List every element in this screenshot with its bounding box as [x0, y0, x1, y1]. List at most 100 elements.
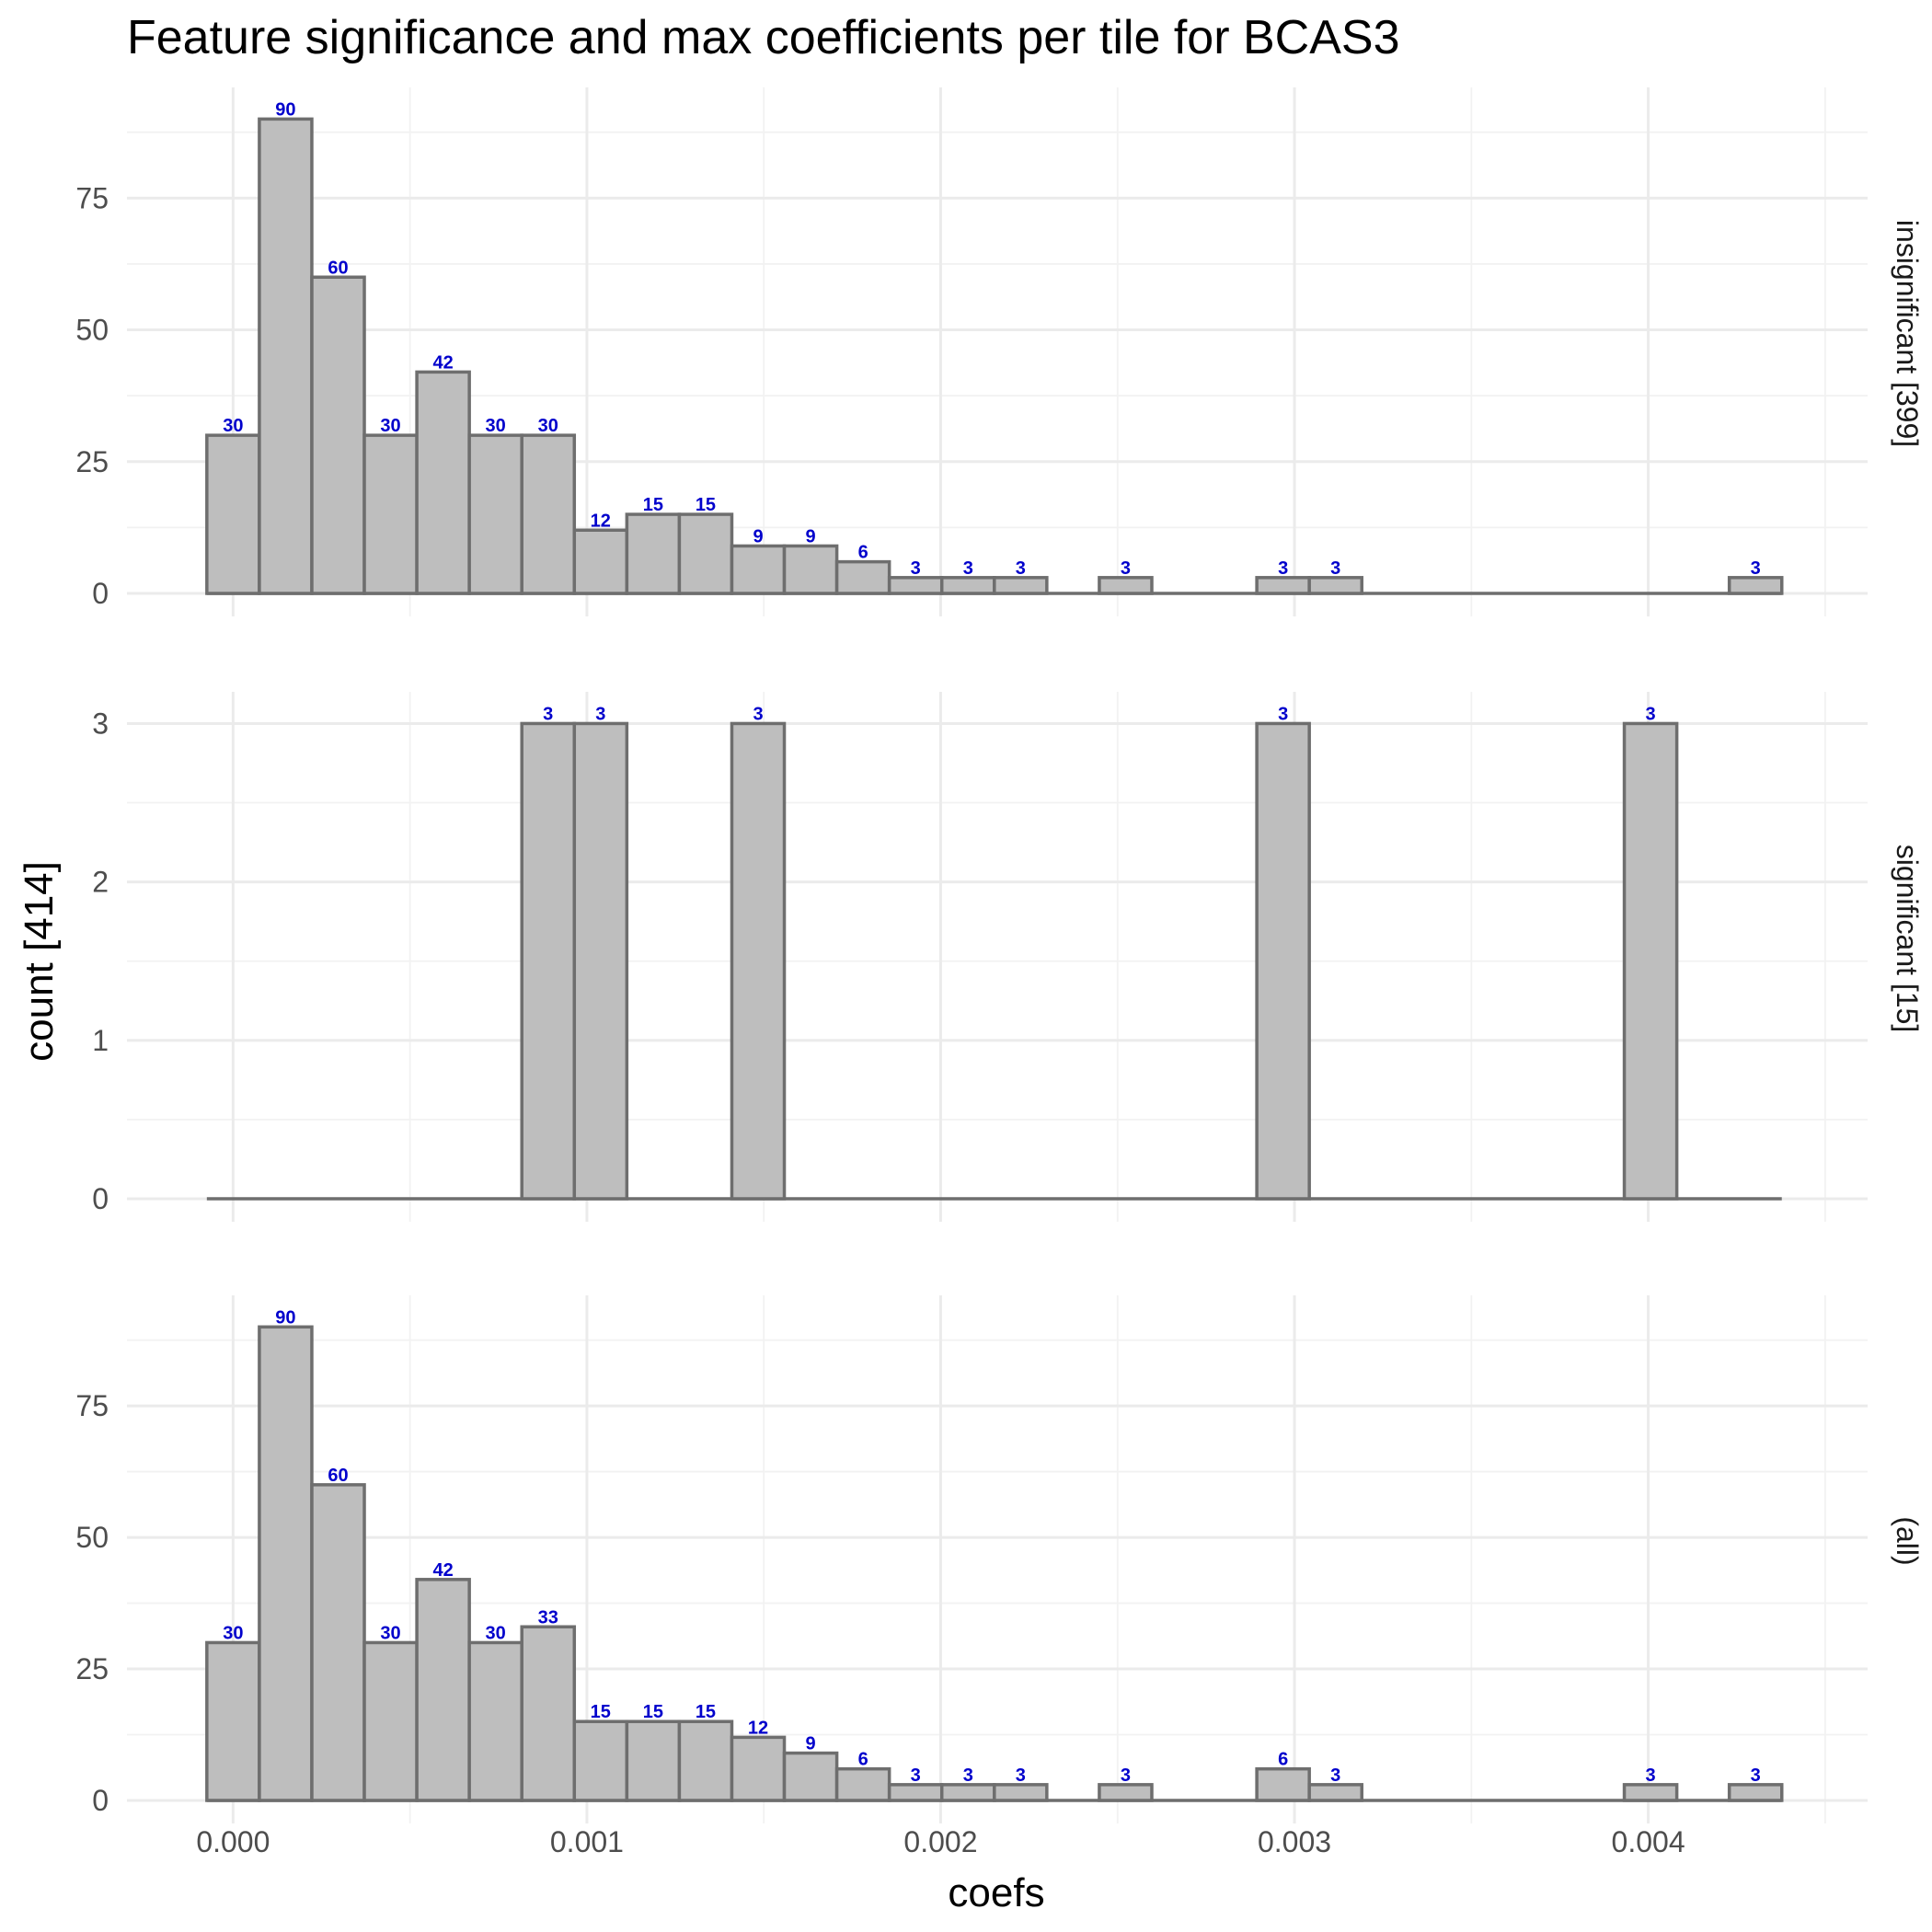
histogram-bar	[362, 1640, 419, 1802]
y-tick-label: 50	[75, 314, 109, 347]
bar-count-label: 3	[1278, 558, 1288, 579]
histogram-bar	[572, 528, 629, 595]
bar-count-label: 60	[328, 1466, 348, 1486]
bar-count-label: 12	[591, 511, 611, 531]
bar-count-label: 15	[696, 495, 716, 515]
bar-count-label: 90	[275, 99, 295, 120]
histogram-bar	[993, 576, 1049, 595]
histogram-bar	[1098, 576, 1154, 595]
y-tick-label: 1	[92, 1024, 109, 1057]
bar-count-label: 3	[595, 704, 605, 724]
bar-count-label: 30	[380, 416, 400, 436]
bar-count-label: 30	[486, 416, 506, 436]
histogram-bar	[467, 1640, 523, 1802]
histogram-bar	[1622, 1783, 1679, 1802]
histogram-bar	[939, 1783, 996, 1802]
bar-count-label: 3	[1016, 558, 1026, 579]
panel-1: 0 25 50 75 30 90 60 30 42 30 30 12 15 15 9 9 6 3 3 3 3 3 3 3 ins…	[75, 87, 1924, 616]
bar-count-label: 6	[858, 1750, 868, 1770]
histogram-bar	[834, 1766, 891, 1802]
histogram-bar	[887, 1783, 944, 1802]
histogram-bar	[310, 1483, 366, 1802]
y-tick-label: 25	[75, 1652, 109, 1685]
bar-count-label: 3	[1016, 1765, 1026, 1786]
bar-count-label: 3	[1751, 1765, 1761, 1786]
histogram-bar	[258, 117, 314, 595]
bar-count-label: 3	[963, 1765, 973, 1786]
y-tick-label: 3	[92, 707, 109, 740]
bar-count-label: 30	[486, 1623, 506, 1643]
bar-count-label: 42	[432, 352, 453, 373]
bar-count-label: 30	[223, 1623, 243, 1643]
x-tick-label: 0.000	[196, 1825, 270, 1858]
bar-count-label: 9	[806, 1734, 816, 1754]
bar-count-label: 12	[748, 1718, 768, 1738]
x-tick-label: 0.001	[550, 1825, 624, 1858]
strip-label: (all)	[1891, 1516, 1924, 1565]
histogram-bar	[520, 433, 577, 595]
histogram-bar	[520, 721, 577, 1201]
bar-count-label: 3	[543, 704, 553, 724]
bar-count-label: 3	[753, 704, 763, 724]
histogram-bar	[310, 275, 366, 595]
histogram-bar	[887, 576, 944, 595]
bar-count-label: 3	[911, 558, 921, 579]
histogram-bar	[572, 1719, 629, 1802]
x-axis-ticks: 0.000 0.001 0.002 0.003 0.004	[196, 1825, 1685, 1858]
histogram-bar	[1622, 721, 1679, 1201]
bar-count-label: 3	[1646, 1765, 1656, 1786]
bar-count-label: 3	[911, 1765, 921, 1786]
histogram-bar	[1307, 1783, 1363, 1802]
histogram-bar	[205, 433, 261, 595]
histogram-bar	[730, 1735, 787, 1802]
y-tick-label: 50	[75, 1521, 109, 1554]
histogram-bar	[572, 721, 629, 1201]
histogram-bar	[467, 433, 523, 595]
bar-count-label: 33	[538, 1607, 558, 1627]
strip-label: significant [15]	[1891, 845, 1924, 1033]
bar-count-label: 30	[223, 416, 243, 436]
bar-count-label: 3	[1121, 558, 1131, 579]
y-tick-label: 75	[75, 181, 109, 214]
histogram-bar	[1727, 576, 1784, 595]
x-tick-label: 0.002	[903, 1825, 977, 1858]
bar-count-label: 15	[696, 1702, 716, 1722]
histogram-bar	[1255, 721, 1311, 1201]
bar-count-label: 42	[432, 1560, 453, 1581]
histogram-bar	[993, 1783, 1049, 1802]
histogram-bar	[677, 1719, 734, 1802]
y-tick-label: 25	[75, 445, 109, 478]
bar-count-label: 3	[963, 558, 973, 579]
bar-count-label: 3	[1751, 558, 1761, 579]
bar-count-label: 15	[643, 495, 663, 515]
panel-2: 0 1 2 3 3 3 3 3 3 significant [15]	[92, 692, 1924, 1222]
bar-count-label: 9	[806, 526, 816, 546]
bar-count-label: 6	[858, 543, 868, 563]
histogram-bar	[205, 1640, 261, 1802]
histogram-bar	[1727, 1783, 1784, 1802]
strip-label: insignificant [399]	[1891, 220, 1924, 447]
bar-count-label: 3	[1121, 1765, 1131, 1786]
y-tick-label: 0	[92, 577, 109, 610]
histogram-bar	[1255, 1766, 1311, 1802]
histogram-bar	[782, 1751, 839, 1802]
histogram-bar	[677, 512, 734, 595]
bar-count-label: 90	[275, 1307, 295, 1328]
bar-count-label: 3	[1278, 704, 1288, 724]
bar-count-label: 6	[1278, 1750, 1288, 1770]
histogram-bar	[258, 1325, 314, 1802]
y-tick-label: 0	[92, 1182, 109, 1215]
bar-count-label: 30	[538, 416, 558, 436]
x-tick-label: 0.004	[1612, 1825, 1685, 1858]
y-tick-label: 75	[75, 1389, 109, 1422]
bar-count-label: 15	[591, 1702, 611, 1722]
histogram-bar	[625, 1719, 682, 1802]
chart-title: Feature significance and max coefficient…	[127, 11, 1400, 64]
histogram-bar	[415, 370, 471, 595]
bar-count-label: 3	[1330, 1765, 1340, 1786]
bar-count-label: 60	[328, 258, 348, 278]
y-tick-label: 2	[92, 866, 109, 899]
